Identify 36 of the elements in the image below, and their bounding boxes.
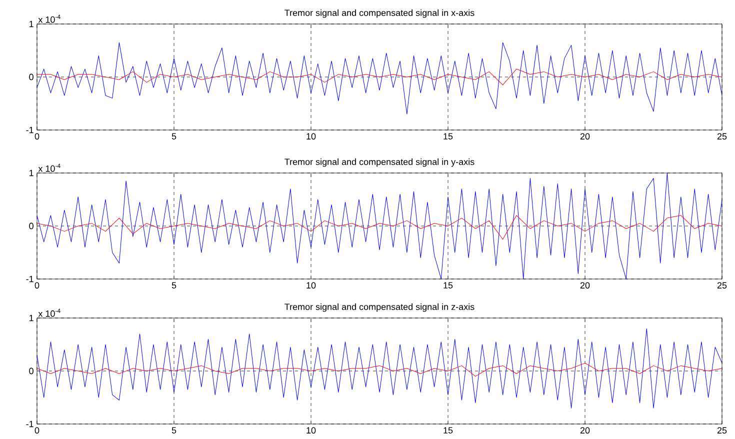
y-tick-label: 1 [29,170,34,176]
line-series [37,328,722,408]
x-tick-label: 20 [580,133,590,140]
y-tick-label: -1 [26,420,34,428]
line-series [37,173,722,279]
x-tick-label: 25 [717,427,727,434]
y-tick-label: 0 [29,368,34,374]
x-tick-label: 10 [306,427,316,434]
x-tick-label: 0 [34,427,40,434]
text: x 10$^{-4}$ [38,14,60,23]
chart-title: Tremor signal and compensated signal in x-axis [284,9,474,18]
x-tick-label: 15 [444,133,453,140]
chart-title: Tremor signal and compensated signal in z-axis [284,303,474,312]
text: x 10$^{-4}$ [38,308,60,317]
x-tick-label: 10 [306,282,316,289]
y-tick-label: 0 [29,222,34,230]
x-tick-label: 5 [172,133,176,140]
x-tick-label: 20 [580,282,590,289]
x-tick-label: 5 [172,427,176,434]
y-tick-label: -1 [26,126,34,134]
x-tick-label: 15 [444,282,453,288]
y-tick-label: 1 [29,314,34,322]
x-tick-label: 25 [717,133,727,140]
chart-title: Tremor signal and compensated signal in y-axis [284,158,474,167]
y-tick-label: 0 [29,74,34,80]
x-tick-label: 10 [306,133,316,140]
x-tick-label: 20 [580,427,590,434]
y-tick-label: -1 [26,276,34,282]
y-tick-label: 1 [29,20,34,28]
x-tick-label: 25 [717,282,727,289]
text: x 10$^{-4}$ [38,164,60,172]
line-series [37,42,722,114]
x-tick-label: 0 [34,282,40,289]
x-tick-label: 5 [172,282,176,288]
x-tick-label: 0 [34,133,40,140]
x-tick-label: 15 [444,427,453,434]
